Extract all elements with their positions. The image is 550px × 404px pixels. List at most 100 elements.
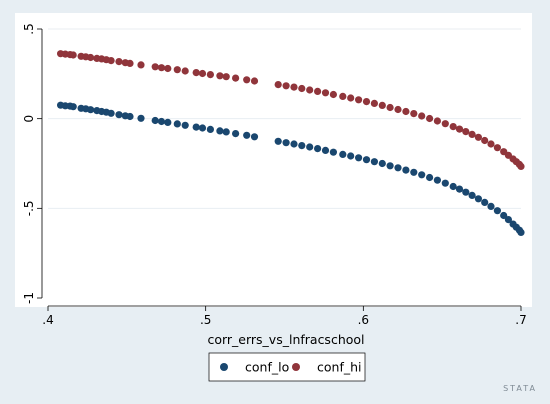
data-point-conf-lo	[347, 152, 355, 160]
data-point-conf-lo	[441, 179, 449, 187]
data-point-conf-lo	[462, 188, 470, 196]
data-point-conf-hi	[192, 69, 200, 77]
data-point-conf-hi	[250, 77, 259, 85]
data-point-conf-lo	[410, 168, 418, 176]
data-point-conf-lo	[362, 156, 371, 164]
data-point-conf-lo	[426, 173, 434, 182]
data-point-conf-lo	[164, 118, 172, 126]
data-point-conf-hi	[157, 64, 166, 72]
data-point-conf-lo	[314, 145, 322, 153]
data-point-conf-hi	[441, 120, 449, 128]
data-point-conf-hi	[198, 69, 207, 78]
data-point-conf-hi	[355, 96, 363, 104]
data-point-conf-lo	[107, 109, 115, 117]
legend-label-conf-hi: conf_hi	[317, 360, 362, 375]
data-point-conf-hi	[222, 73, 230, 81]
data-point-conf-lo	[126, 112, 134, 121]
data-point-conf-lo	[137, 114, 145, 122]
data-point-conf-lo	[500, 211, 508, 220]
data-points	[57, 50, 525, 236]
data-point-conf-lo	[192, 123, 200, 131]
data-point-conf-hi	[362, 98, 371, 106]
data-point-conf-hi	[468, 130, 476, 138]
data-point-conf-hi	[402, 107, 410, 116]
data-point-conf-hi	[107, 57, 115, 65]
data-point-conf-lo	[329, 148, 337, 156]
data-point-conf-lo	[487, 202, 495, 210]
data-point-conf-hi	[449, 123, 457, 131]
data-point-conf-lo	[157, 117, 166, 126]
data-point-conf-hi	[181, 67, 189, 75]
data-point-conf-hi	[69, 51, 77, 59]
x-tick-label: .6	[358, 313, 369, 327]
data-point-conf-hi	[87, 53, 95, 62]
data-point-conf-lo	[418, 171, 426, 179]
axes: -1 -.5 0 .5 .4 .5 .6 .7	[22, 23, 527, 327]
data-point-conf-lo	[378, 159, 386, 168]
data-point-conf-hi	[243, 76, 251, 84]
data-point-conf-lo	[216, 127, 224, 135]
data-point-conf-lo	[173, 120, 181, 128]
data-point-conf-hi	[347, 94, 355, 102]
data-point-conf-hi	[487, 140, 495, 148]
data-point-conf-lo	[386, 162, 394, 170]
y-tick-label: -.5	[22, 200, 36, 216]
data-point-conf-hi	[378, 101, 386, 109]
legend-box	[208, 352, 366, 382]
data-point-conf-hi	[216, 72, 224, 80]
data-point-conf-hi	[517, 162, 525, 170]
data-point-conf-hi	[455, 125, 464, 133]
data-point-conf-lo	[468, 191, 476, 199]
data-point-conf-hi	[126, 59, 134, 67]
data-point-conf-lo	[232, 130, 240, 138]
data-point-conf-lo	[290, 140, 298, 148]
data-point-conf-hi	[173, 66, 181, 74]
y-tick-label: .5	[22, 23, 36, 34]
data-point-conf-hi	[433, 117, 441, 125]
data-point-conf-lo	[449, 182, 457, 191]
data-point-conf-hi	[339, 92, 347, 100]
data-point-conf-hi	[321, 89, 330, 97]
x-axis-title: corr_errs_vs_lnfracschool	[207, 332, 364, 347]
data-point-conf-hi	[274, 81, 282, 89]
data-point-conf-lo	[433, 176, 441, 184]
data-point-conf-lo	[115, 111, 123, 119]
data-point-conf-hi	[115, 58, 123, 66]
x-tick-label: .4	[42, 313, 53, 327]
data-point-conf-hi	[282, 82, 290, 90]
data-point-conf-lo	[181, 121, 189, 129]
data-point-conf-lo	[339, 150, 347, 158]
y-tick-label: -1	[22, 292, 36, 304]
data-point-conf-hi	[151, 63, 159, 71]
legend-marker-conf-lo	[220, 363, 228, 371]
data-point-conf-hi	[314, 87, 322, 95]
data-point-conf-lo	[321, 146, 330, 154]
data-point-conf-lo	[455, 185, 464, 193]
data-point-conf-hi	[474, 133, 482, 141]
y-tick-label: 0	[22, 115, 36, 123]
data-point-conf-hi	[394, 105, 402, 114]
data-point-conf-lo	[198, 124, 207, 132]
data-point-conf-lo	[151, 116, 159, 125]
data-point-conf-hi	[232, 74, 240, 82]
data-point-conf-lo	[206, 125, 214, 133]
data-point-conf-lo	[306, 143, 314, 151]
data-point-conf-lo	[355, 154, 363, 162]
stata-watermark: STATA	[503, 384, 537, 393]
data-point-conf-hi	[418, 112, 426, 120]
data-point-conf-lo	[243, 131, 251, 139]
data-point-conf-hi	[462, 128, 470, 136]
data-point-conf-lo	[298, 142, 306, 150]
x-tick-label: .7	[515, 313, 526, 327]
data-point-conf-lo	[493, 207, 501, 215]
data-point-conf-hi	[410, 110, 418, 118]
data-point-conf-hi	[426, 114, 434, 123]
data-point-conf-lo	[481, 198, 489, 206]
data-point-conf-lo	[402, 166, 410, 174]
data-point-conf-lo	[504, 216, 512, 224]
data-point-conf-lo	[517, 228, 525, 236]
data-point-conf-hi	[329, 90, 337, 99]
data-point-conf-lo	[250, 133, 259, 141]
data-point-conf-lo	[222, 128, 230, 136]
